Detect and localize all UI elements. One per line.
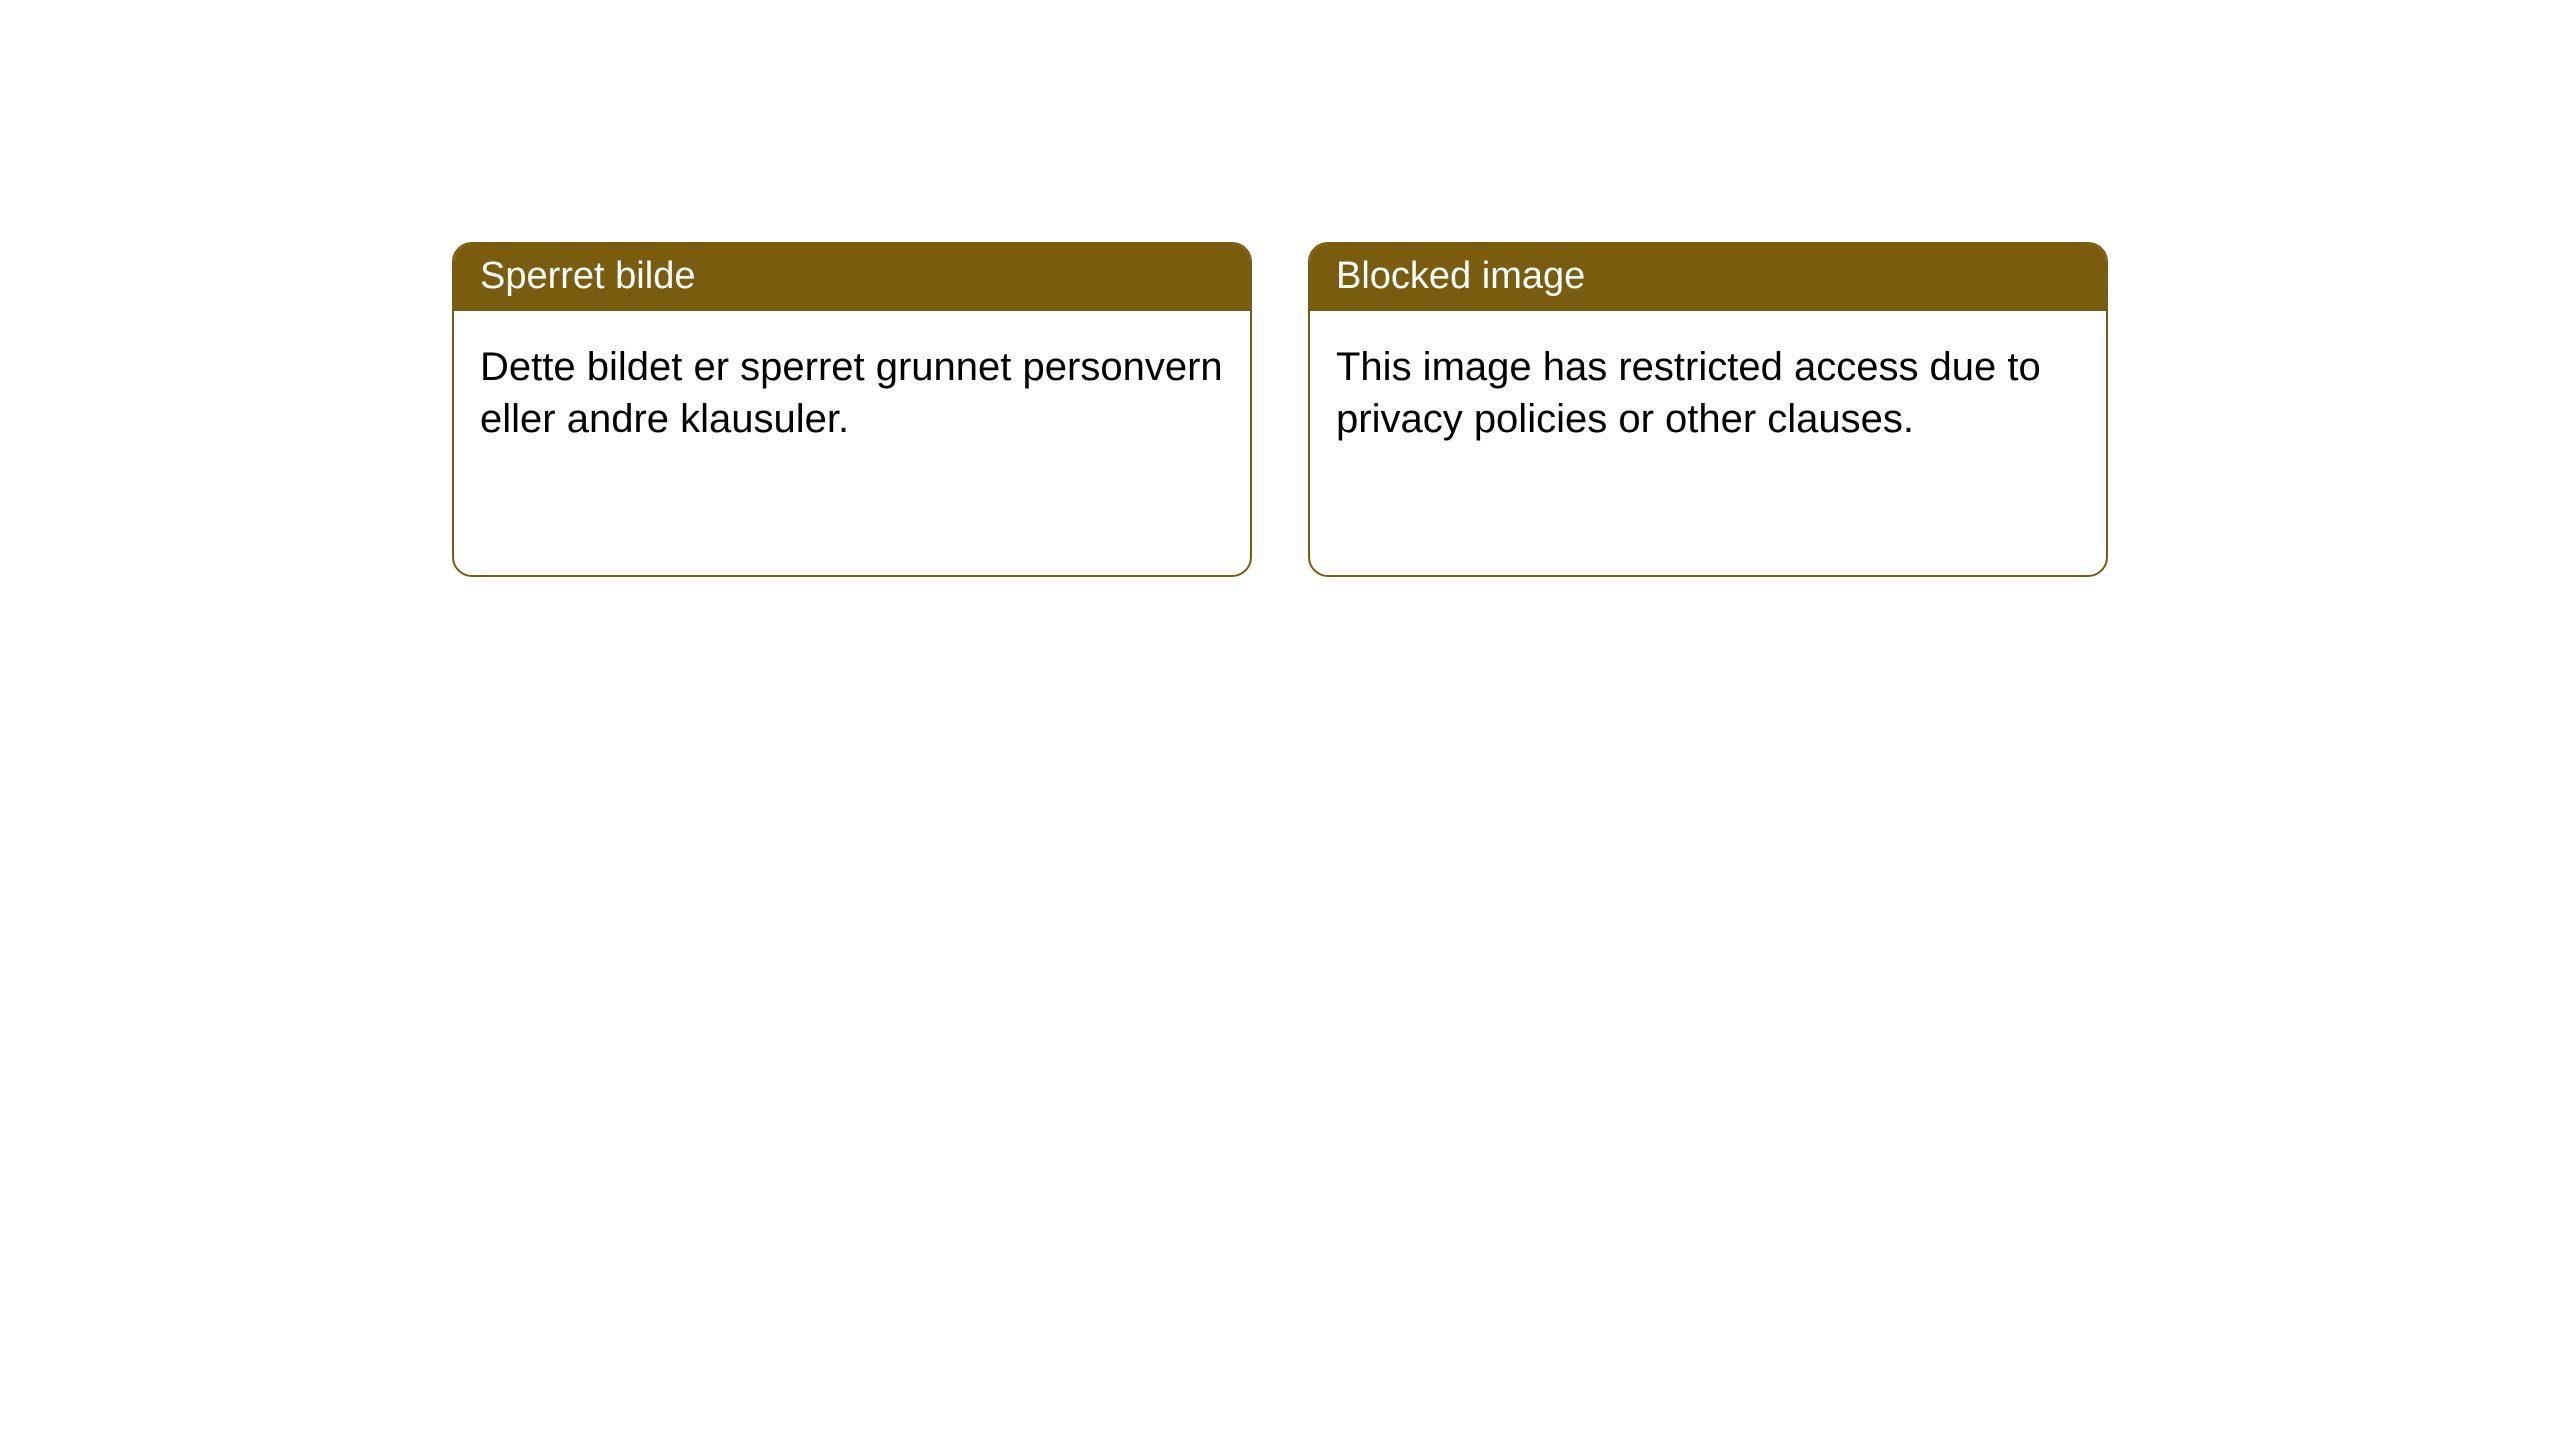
- notice-text: Dette bildet er sperret grunnet personve…: [480, 345, 1223, 441]
- notice-header: Blocked image: [1310, 244, 2106, 311]
- notice-header: Sperret bilde: [454, 244, 1250, 311]
- notice-container: Sperret bilde Dette bildet er sperret gr…: [0, 0, 2560, 577]
- notice-body: Dette bildet er sperret grunnet personve…: [454, 311, 1250, 475]
- notice-card-english: Blocked image This image has restricted …: [1308, 242, 2108, 577]
- notice-text: This image has restricted access due to …: [1336, 345, 2041, 441]
- notice-card-norwegian: Sperret bilde Dette bildet er sperret gr…: [452, 242, 1252, 577]
- notice-title: Blocked image: [1336, 255, 1585, 297]
- notice-title: Sperret bilde: [480, 255, 695, 297]
- notice-body: This image has restricted access due to …: [1310, 311, 2106, 475]
